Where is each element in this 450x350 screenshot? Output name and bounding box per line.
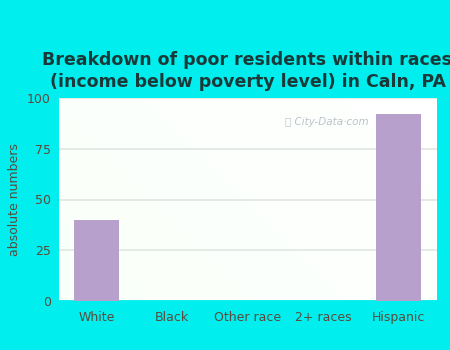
Y-axis label: absolute numbers: absolute numbers [9, 143, 22, 256]
Bar [74, 220, 119, 301]
Title: Breakdown of poor residents within races
(income below poverty level) in Caln, P: Breakdown of poor residents within races… [42, 51, 450, 91]
Text: Ⓜ City-Data·com: Ⓜ City-Data·com [285, 117, 369, 127]
Bar [376, 114, 421, 301]
